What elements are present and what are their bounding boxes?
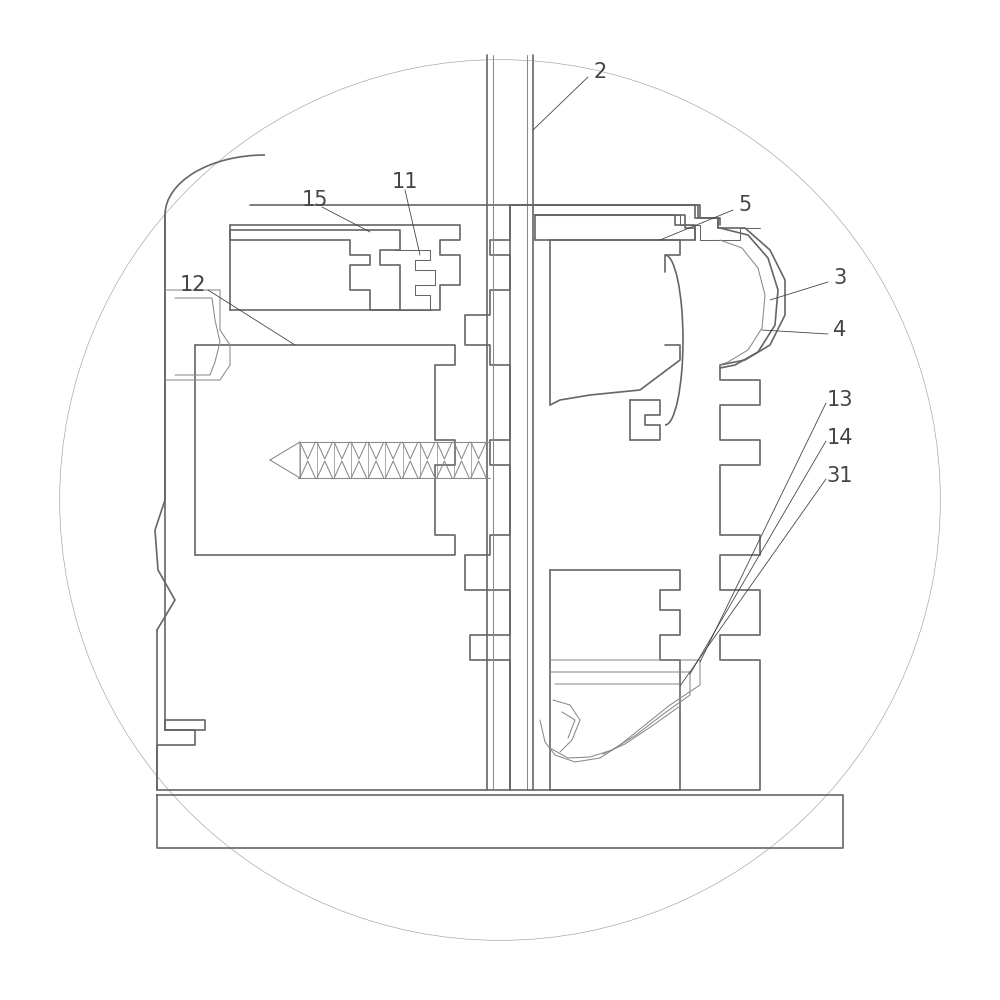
Text: 13: 13 [827, 390, 853, 410]
Text: 12: 12 [180, 275, 206, 295]
Text: 11: 11 [392, 172, 418, 192]
Text: 15: 15 [302, 190, 328, 210]
Text: 2: 2 [593, 62, 607, 82]
Text: 14: 14 [827, 428, 853, 448]
Circle shape [60, 60, 940, 940]
Text: 31: 31 [827, 466, 853, 486]
Text: 4: 4 [833, 320, 847, 340]
Text: 5: 5 [738, 195, 752, 215]
Circle shape [60, 60, 940, 940]
Text: 3: 3 [833, 268, 847, 288]
